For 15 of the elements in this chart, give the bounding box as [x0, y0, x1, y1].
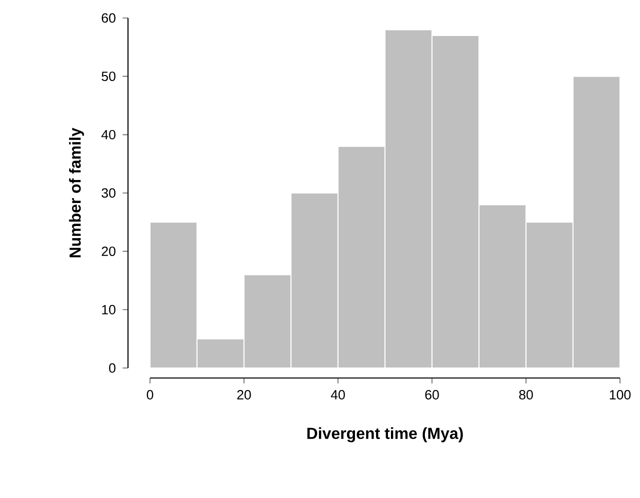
y-tick-label: 50 — [102, 72, 116, 82]
y-tick-label: 10 — [102, 304, 116, 314]
x-tick-label: 0 — [146, 390, 154, 400]
x-tick-label: 60 — [425, 390, 439, 400]
x-tick-label: 40 — [330, 390, 345, 400]
x-tick-label: 100 — [610, 390, 631, 400]
y-tick-label: 0 — [109, 363, 116, 373]
x-tick-label: 20 — [237, 390, 251, 400]
y-tick-label: 30 — [102, 188, 116, 198]
x-tick-label: 80 — [519, 390, 533, 400]
x-axis-title: Divergent time (Mya) — [307, 427, 463, 442]
y-tick-label: 20 — [102, 246, 116, 256]
y-axis-title: Number of family — [69, 128, 84, 258]
y-tick-label: 60 — [102, 13, 116, 23]
y-tick-label: 40 — [101, 130, 116, 140]
